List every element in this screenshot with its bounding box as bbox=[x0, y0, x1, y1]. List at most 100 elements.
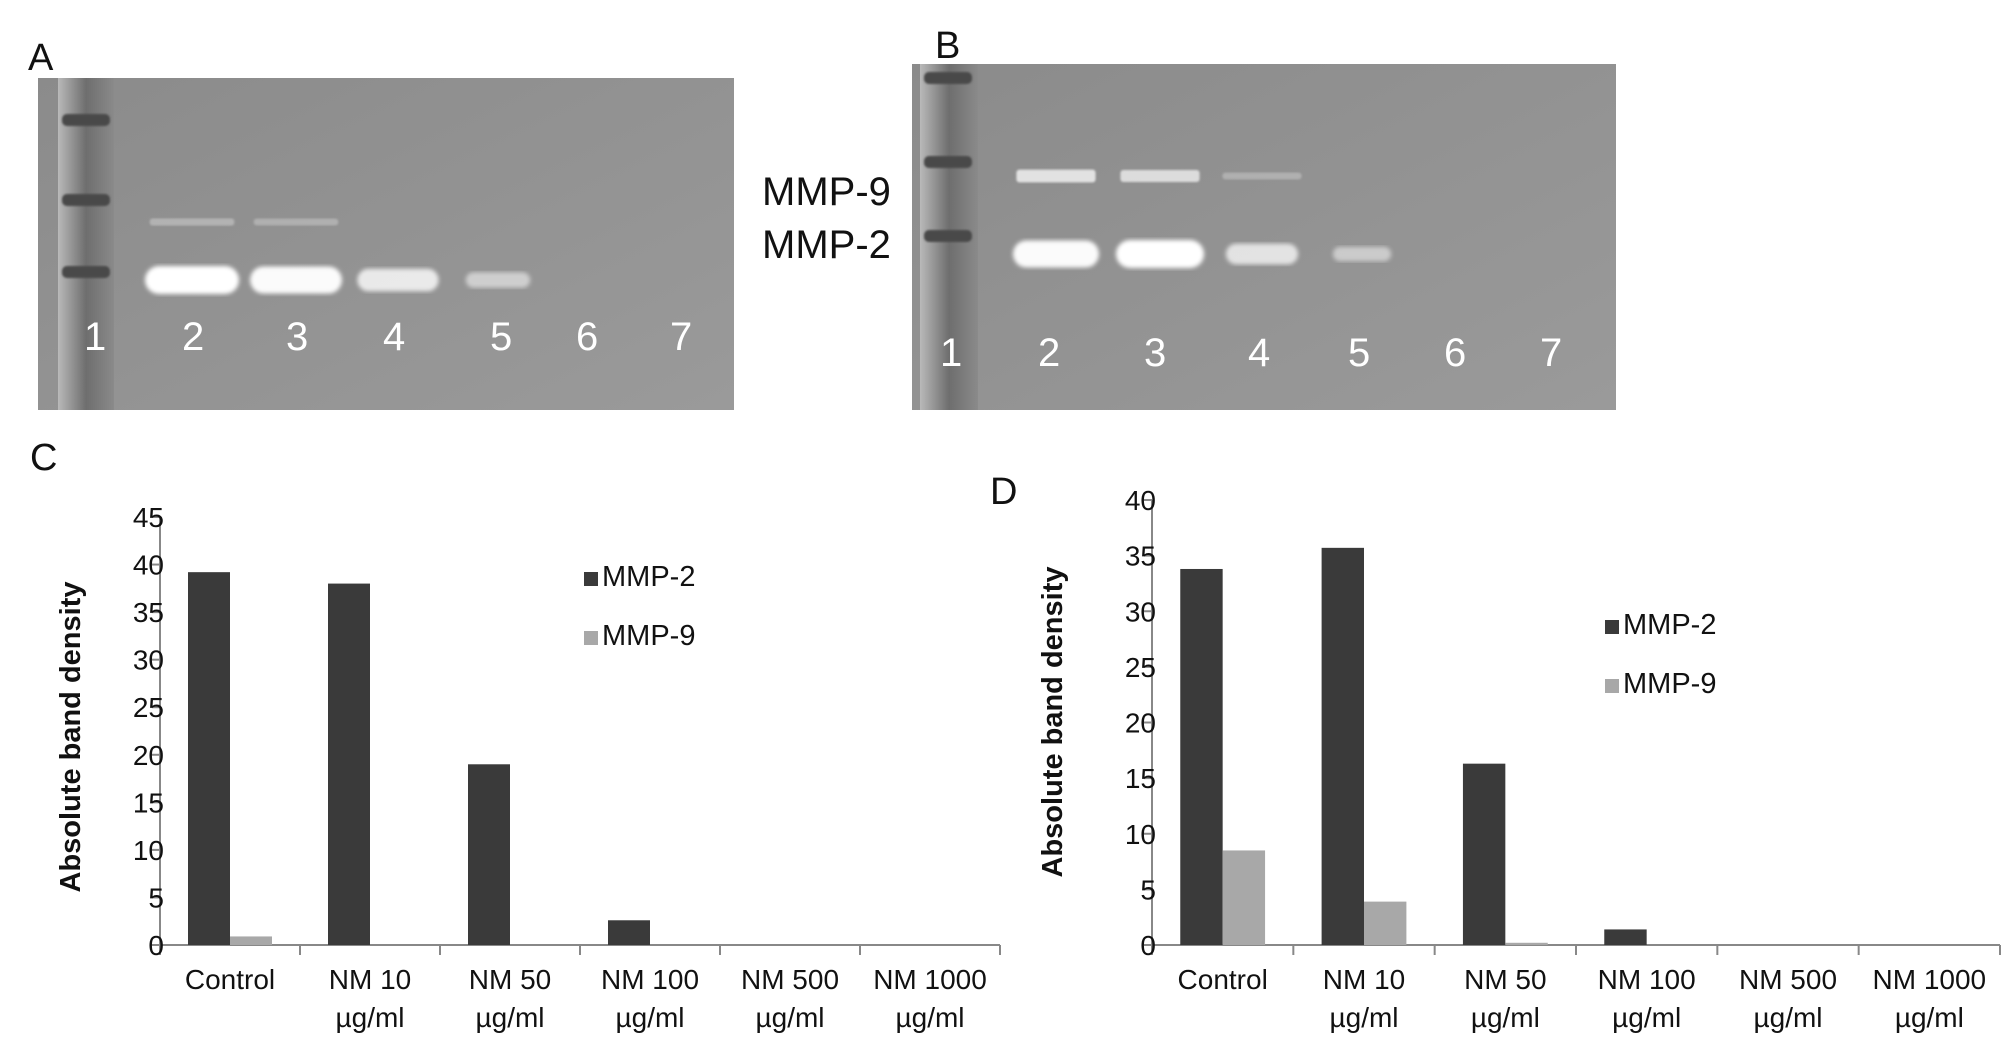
y-tick-label: 20 bbox=[133, 740, 164, 771]
ladder-band bbox=[924, 156, 972, 168]
gel-b-lane-2: 2 bbox=[1038, 331, 1060, 375]
ladder-band bbox=[62, 194, 110, 206]
chart-d-y-axis-label: Absolute band density bbox=[1037, 567, 1069, 878]
x-category-label: µg/ml bbox=[895, 1002, 964, 1033]
chart-d-axes bbox=[1151, 500, 2001, 955]
gel-label-mmp2: MMP-2 bbox=[762, 223, 891, 267]
legend-label-mmp-9: MMP-9 bbox=[602, 620, 695, 652]
x-category-label: µg/ml bbox=[475, 1002, 544, 1033]
gel-a-lane-7: 7 bbox=[670, 315, 692, 359]
x-category-label: µg/ml bbox=[1471, 1002, 1540, 1033]
x-category-label: µg/ml bbox=[1329, 1002, 1398, 1033]
gel-b-lane-3: 3 bbox=[1144, 331, 1166, 375]
bar-mmp-2 bbox=[468, 764, 510, 945]
x-category-label: Control bbox=[1178, 964, 1268, 995]
x-category-label: NM 10 bbox=[329, 964, 411, 995]
y-tick-label: 30 bbox=[133, 645, 164, 676]
legend-swatch-mmp-9 bbox=[584, 631, 598, 645]
x-category-label: Control bbox=[185, 964, 275, 995]
y-tick-label: 35 bbox=[1125, 541, 1156, 572]
y-tick-label: 40 bbox=[133, 550, 164, 581]
chart-d-categories: Control NM 10 µg/ml NM 50 µg/ml NM 100 µg/ml NM… bbox=[1178, 964, 1987, 1033]
y-tick-label: 10 bbox=[133, 835, 164, 866]
panel-letter-c: C bbox=[30, 437, 57, 479]
legend-swatch-mmp-2 bbox=[1605, 620, 1619, 634]
ladder-band bbox=[62, 114, 110, 126]
legend-swatch-mmp-2 bbox=[584, 572, 598, 586]
legend-label-mmp-2: MMP-2 bbox=[1623, 609, 1716, 641]
chart-c-categories: Control NM 10 µg/ml NM 50 µg/ml NM 100 µg/ml NM… bbox=[185, 964, 987, 1033]
mmp2-band bbox=[145, 266, 239, 294]
x-category-label: µg/ml bbox=[335, 1002, 404, 1033]
chart-d-ticks: 0 5 10 15 20 25 30 35 40 bbox=[1125, 485, 1156, 961]
x-category-label: NM 100 bbox=[1598, 964, 1696, 995]
y-tick-label: 20 bbox=[1125, 708, 1156, 739]
mmp2-band bbox=[1116, 240, 1204, 268]
y-tick-label: 5 bbox=[1140, 874, 1156, 905]
x-category-label: µg/ml bbox=[1895, 1002, 1964, 1033]
gel-a-background bbox=[38, 78, 734, 410]
x-category-label: µg/ml bbox=[615, 1002, 684, 1033]
mmp2-band bbox=[357, 268, 439, 292]
x-category-label: NM 10 bbox=[1323, 964, 1405, 995]
bar-mmp-9 bbox=[1364, 901, 1407, 945]
chart-c: C Absolute band density 0 5 10 15 20 25 30 35 40… bbox=[30, 437, 1001, 1033]
chart-c-ticks: 0 5 10 15 20 25 30 35 40 45 bbox=[133, 502, 164, 961]
gel-a-lane-6: 6 bbox=[576, 315, 598, 359]
gel-a-lane-1: 1 bbox=[84, 315, 106, 359]
mmp2-band bbox=[1332, 246, 1392, 262]
gel-a-lane-5: 5 bbox=[490, 315, 512, 359]
bar-mmp-2 bbox=[608, 920, 650, 945]
mmp2-band bbox=[1225, 243, 1299, 265]
gel-a-bands bbox=[62, 114, 531, 294]
ladder-band bbox=[924, 72, 972, 84]
bar-mmp-2 bbox=[1321, 547, 1364, 945]
bar-mmp-2 bbox=[1462, 763, 1506, 945]
gel-a-lane-4: 4 bbox=[383, 315, 405, 359]
bar-mmp-2 bbox=[1604, 929, 1647, 945]
chart-c-y-axis-label: Absolute band density bbox=[55, 582, 87, 893]
bar-mmp-9 bbox=[1505, 942, 1548, 945]
legend-label-mmp-2: MMP-2 bbox=[602, 561, 695, 593]
mmp9-band bbox=[1222, 172, 1302, 180]
bar-mmp-9 bbox=[230, 936, 272, 945]
x-category-label: NM 500 bbox=[1739, 964, 1837, 995]
x-category-label: µg/ml bbox=[1753, 1002, 1822, 1033]
gel-a-lane-2: 2 bbox=[182, 315, 204, 359]
y-tick-label: 25 bbox=[1125, 652, 1156, 683]
mmp9-band bbox=[1120, 170, 1200, 182]
gel-a-lane-3: 3 bbox=[286, 315, 308, 359]
mmp9-band bbox=[1016, 169, 1096, 183]
bar-mmp-2 bbox=[328, 583, 370, 945]
x-category-label: NM 50 bbox=[469, 964, 551, 995]
y-tick-label: 0 bbox=[1140, 930, 1156, 961]
gel-b-lane-5: 5 bbox=[1348, 331, 1370, 375]
mmp2-band bbox=[1012, 240, 1100, 268]
x-category-label: µg/ml bbox=[1612, 1002, 1681, 1033]
bar-mmp-9 bbox=[1222, 850, 1266, 945]
ladder-band bbox=[62, 266, 110, 278]
y-tick-label: 10 bbox=[1125, 819, 1156, 850]
mmp9-band bbox=[253, 218, 339, 226]
panel-letter-a: A bbox=[28, 37, 54, 79]
gel-b-background bbox=[912, 64, 1616, 410]
chart-d-legend: MMP-2 MMP-9 bbox=[1605, 609, 1716, 700]
gel-b-lane-1: 1 bbox=[940, 331, 962, 375]
y-tick-label: 40 bbox=[1125, 485, 1156, 516]
gel-a-lane-numbers: 1 2 3 4 5 6 7 bbox=[84, 315, 692, 359]
x-category-label: NM 1000 bbox=[1873, 964, 1987, 995]
chart-c-legend: MMP-2 MMP-9 bbox=[584, 561, 695, 652]
gel-b-bands bbox=[924, 72, 1392, 268]
chart-d-bars bbox=[1180, 547, 1647, 945]
x-category-label: NM 50 bbox=[1464, 964, 1546, 995]
y-tick-label: 45 bbox=[133, 502, 164, 533]
bar-mmp-2 bbox=[188, 572, 230, 945]
mmp2-band bbox=[250, 266, 342, 294]
chart-c-axes bbox=[159, 517, 1001, 955]
y-tick-label: 15 bbox=[133, 787, 164, 818]
gel-a-ladder bbox=[58, 78, 114, 410]
y-tick-label: 5 bbox=[148, 882, 164, 913]
mmp2-band bbox=[465, 272, 531, 288]
gel-a: A 1 2 3 4 5 6 7 bbox=[28, 37, 734, 410]
ladder-band bbox=[924, 230, 972, 242]
